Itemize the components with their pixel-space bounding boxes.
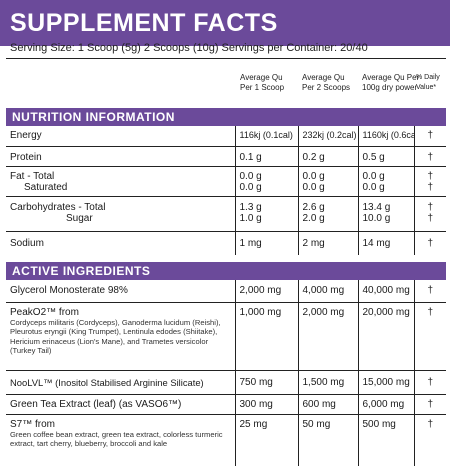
row-label: Carbohydrates - Total	[6, 196, 235, 213]
value-per-100g: 20,000 mg	[357, 301, 414, 370]
value-per-2-scoops: 1,500 mg	[297, 369, 358, 394]
value-per-100g: 1160kj (0.6cal)	[357, 126, 414, 146]
row-label: Fat - Total	[6, 165, 235, 182]
value-per-1-scoop: 25 mg	[234, 413, 298, 466]
col-header-per-2-scoops: Average Qu Per 2 Scoops	[302, 73, 351, 92]
col-header-per-1-scoop: Average Qu Per 1 Scoop	[240, 73, 285, 92]
value-per-1-scoop: 0.1 g	[234, 145, 298, 166]
value-per-1-scoop: 0.0 g	[234, 181, 298, 197]
row-description: Green coffee bean extract, green tea ext…	[10, 429, 223, 449]
value-per-2-scoops: 2.0 g	[297, 213, 358, 231]
serving-info: Serving Size: 1 Scoop (5g) 2 Scoops (10g…	[10, 42, 368, 54]
table-row-noolvl: NooLVL™ (Inositol Stabilised Arginine Si…	[6, 369, 446, 394]
daily-value: †	[413, 126, 446, 146]
active-ingredients-table: Glycerol Monosterate 98% 2,000 mg 4,000 …	[6, 280, 446, 466]
row-description: Cordyceps militaris (Cordyceps), Ganoder…	[10, 317, 221, 356]
value-per-2-scoops: 232kj (0.2cal)	[297, 126, 358, 146]
value-per-100g: 14 mg	[357, 230, 414, 255]
daily-value: †	[413, 230, 446, 255]
daily-value: †	[413, 280, 446, 302]
daily-value: †	[413, 145, 446, 166]
table-row-carbohydrates-total: Carbohydrates - Total 1.3 g 2.6 g 13.4 g…	[6, 196, 446, 213]
value-per-1-scoop: 750 mg	[234, 369, 298, 394]
table-row-peako2: PeakO2™ from Cordyceps militaris (Cordyc…	[6, 301, 446, 370]
daily-value: †	[413, 393, 446, 414]
value-per-100g: 0.0 g	[357, 181, 414, 197]
value-per-2-scoops: 2,000 mg	[297, 301, 358, 370]
table-row-sodium: Sodium 1 mg 2 mg 14 mg †	[6, 230, 446, 255]
row-label-group: PeakO2™ from Cordyceps militaris (Cordyc…	[6, 301, 235, 370]
panel-title: SUPPLEMENT FACTS	[10, 9, 278, 37]
value-per-1-scoop: 1.0 g	[234, 213, 298, 231]
col-header-per-100g: Average Qu Per 100g dry power	[362, 73, 420, 92]
table-row-glycerol: Glycerol Monosterate 98% 2,000 mg 4,000 …	[6, 280, 446, 302]
header-band: SUPPLEMENT FACTS	[0, 0, 450, 46]
value-per-2-scoops: 0.0 g	[297, 165, 358, 182]
daily-value: †	[413, 301, 446, 370]
value-per-2-scoops: 2.6 g	[297, 196, 358, 213]
daily-value: †	[413, 369, 446, 394]
value-per-2-scoops: 0.0 g	[297, 181, 358, 197]
value-per-100g: 6,000 mg	[357, 393, 414, 414]
value-per-1-scoop: 2,000 mg	[234, 280, 298, 302]
row-label: Saturated	[24, 181, 68, 193]
table-row-fat-total: Fat - Total 0.0 g 0.0 g 0.0 g †	[6, 165, 446, 182]
value-per-1-scoop: 1,000 mg	[234, 301, 298, 370]
value-per-2-scoops: 600 mg	[297, 393, 358, 414]
col-header-daily-value: % Daily Value*	[416, 74, 440, 91]
table-row-energy: Energy 116kj (0.1cal) 232kj (0.2cal) 116…	[6, 126, 446, 146]
value-per-2-scoops: 4,000 mg	[297, 280, 358, 302]
row-label: NooLVL™ (Inositol Stabilised Arginine Si…	[6, 369, 235, 394]
value-per-100g: 0.5 g	[357, 145, 414, 166]
divider	[6, 58, 446, 59]
value-per-100g: 500 mg	[357, 413, 414, 466]
row-label: Sodium	[6, 230, 235, 255]
nutrition-heading: NUTRITION INFORMATION	[6, 108, 446, 126]
value-per-1-scoop: 1.3 g	[234, 196, 298, 213]
value-per-1-scoop: 1 mg	[234, 230, 298, 255]
row-label: Green Tea Extract (leaf) (as VASO6™)	[6, 393, 235, 414]
value-per-2-scoops: 2 mg	[297, 230, 358, 255]
value-per-1-scoop: 300 mg	[234, 393, 298, 414]
row-label: Glycerol Monosterate 98%	[10, 285, 128, 296]
row-label: PeakO2™ from	[10, 306, 79, 318]
daily-value: †	[413, 213, 446, 231]
table-row-protein: Protein 0.1 g 0.2 g 0.5 g †	[6, 145, 446, 166]
row-label: Sugar	[66, 213, 93, 224]
row-label: S7™ from	[10, 418, 56, 430]
value-per-1-scoop: 116kj (0.1cal)	[234, 126, 298, 146]
nutrition-table: Energy 116kj (0.1cal) 232kj (0.2cal) 116…	[6, 126, 446, 255]
value-per-100g: 13.4 g	[357, 196, 414, 213]
row-label-group: S7™ from Green coffee bean extract, gree…	[6, 413, 235, 466]
value-per-100g: 40,000 mg	[357, 280, 414, 302]
row-label: Protein	[6, 145, 235, 166]
daily-value: †	[413, 181, 446, 197]
active-ingredients-heading: ACTIVE INGREDIENTS	[6, 262, 446, 280]
row-label: Energy	[10, 130, 42, 141]
table-row-green-tea: Green Tea Extract (leaf) (as VASO6™) 300…	[6, 393, 446, 414]
value-per-100g: 0.0 g	[357, 165, 414, 182]
daily-value: †	[413, 196, 446, 213]
daily-value: †	[413, 165, 446, 182]
value-per-1-scoop: 0.0 g	[234, 165, 298, 182]
table-row-s7: S7™ from Green coffee bean extract, gree…	[6, 413, 446, 466]
value-per-2-scoops: 0.2 g	[297, 145, 358, 166]
value-per-100g: 15,000 mg	[357, 369, 414, 394]
daily-value: †	[413, 413, 446, 466]
table-row-sugar: Sugar 1.0 g 2.0 g 10.0 g †	[6, 213, 446, 231]
table-row-saturated: Saturated 0.0 g 0.0 g 0.0 g †	[6, 181, 446, 197]
value-per-100g: 10.0 g	[357, 213, 414, 231]
value-per-2-scoops: 50 mg	[297, 413, 358, 466]
